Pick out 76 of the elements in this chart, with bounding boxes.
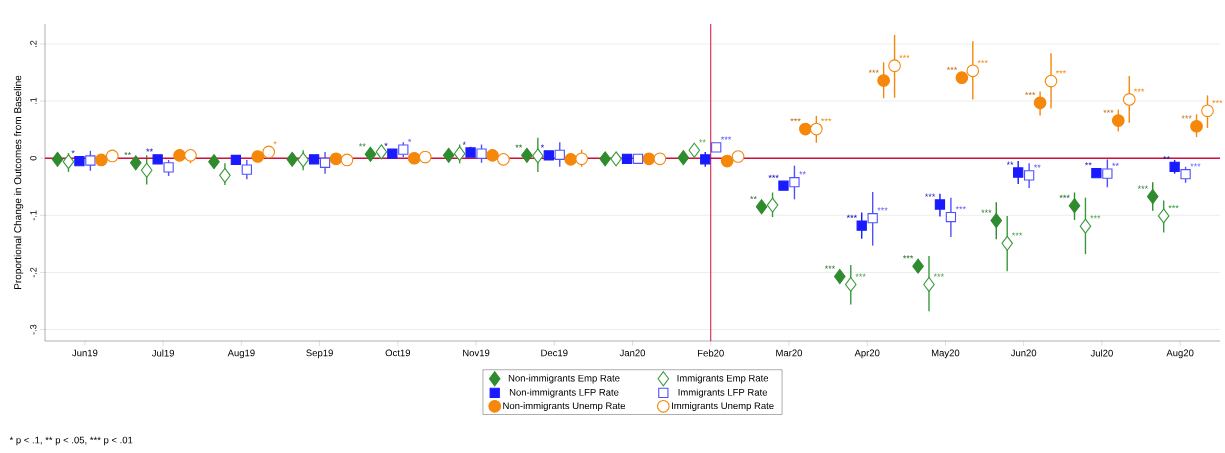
data-label: *** — [1134, 88, 1145, 92]
data-label: *** — [903, 255, 914, 259]
y-tick-label: -.2 — [30, 267, 37, 278]
data-label: *** — [855, 273, 866, 277]
data-label: *** — [768, 174, 779, 178]
data-label: *** — [981, 209, 992, 213]
data-label: *** — [955, 206, 966, 210]
data-label: ** — [1084, 162, 1092, 166]
text: * p < .1, ** p < .05, *** p < .01 — [9, 436, 133, 446]
data-label: *** — [899, 54, 910, 58]
y-tick-label: 0 — [30, 156, 37, 161]
data-label: * — [540, 144, 545, 148]
x-tick-label: Apr20 — [854, 349, 880, 359]
data-label: * — [273, 141, 277, 145]
x-tick-label: Jun20 — [1010, 349, 1037, 357]
data-label: *** — [720, 136, 732, 140]
data-label: * — [462, 141, 466, 145]
x-tick-label: Nov19 — [463, 349, 490, 357]
y-tick-label: -.3 — [30, 324, 37, 335]
data-label: ** — [699, 139, 706, 143]
y-axis-title: Proportional Change in Outcomes from Baseline — [13, 75, 24, 289]
data-label: ** — [358, 143, 366, 147]
x-tick-label: Oct19 — [385, 349, 411, 357]
data-label: *** — [1103, 109, 1114, 113]
y-tick-label: .2 — [30, 40, 37, 47]
data-label: ** — [750, 195, 757, 200]
x-tick-label: Aug19 — [227, 349, 255, 359]
data-label: ** — [1033, 164, 1041, 168]
data-label: * — [71, 150, 75, 154]
legend-label: Non-immigrants LFP Rate — [509, 388, 619, 398]
data-label: *** — [924, 193, 936, 197]
x-tick-label: Dec19 — [541, 349, 568, 357]
data-label: ** — [1163, 155, 1170, 160]
data-label: *** — [1212, 99, 1223, 104]
data-label: ** — [1112, 162, 1119, 166]
data-label: * — [384, 142, 388, 146]
data-label: *** — [1137, 185, 1148, 189]
data-label: *** — [1090, 215, 1101, 219]
data-label: *** — [1059, 194, 1070, 198]
data-label: *** — [790, 118, 801, 122]
legend-label: Non-immigrants Unemp Rate — [503, 402, 626, 411]
data-label: *** — [1190, 163, 1201, 167]
legend-label: Immigrants Emp Rate — [677, 374, 769, 384]
data-label: ** — [1006, 161, 1014, 165]
y-tick-label: -.1 — [30, 210, 37, 221]
x-tick-label: Jul20 — [1090, 349, 1113, 357]
x-tick-label: Sep19 — [306, 349, 333, 359]
data-label: ** — [146, 148, 153, 152]
data-label: *** — [846, 214, 857, 218]
data-label: ** — [799, 171, 806, 175]
data-label: ** — [515, 144, 523, 148]
data-label: *** — [824, 265, 836, 269]
data-label: *** — [868, 69, 879, 73]
legend-label: Immigrants LFP Rate — [678, 388, 768, 398]
x-tick-label: Jan20 — [619, 349, 646, 357]
data-label: *** — [1168, 205, 1179, 209]
x-tick-label: Mar20 — [776, 349, 803, 357]
data-label: *** — [946, 66, 958, 70]
data-label: *** — [1011, 232, 1023, 236]
data-label: *** — [977, 59, 988, 64]
data-label: *** — [877, 207, 888, 211]
x-tick-label: May20 — [931, 349, 960, 359]
data-label: * — [408, 138, 412, 142]
legend-label: Immigrants Unemp Rate — [672, 402, 774, 411]
x-tick-label: Jul19 — [151, 349, 175, 357]
data-label: *** — [821, 118, 832, 122]
y-tick-label: .1 — [30, 97, 37, 105]
x-tick-label: Aug20 — [1166, 349, 1194, 359]
x-tick-label: Feb20 — [698, 349, 724, 357]
data-label: *** — [1055, 70, 1066, 74]
legend-label: Non-immigrants Emp Rate — [508, 374, 620, 384]
x-tick-label: Jun19 — [72, 349, 98, 357]
data-label: ** — [124, 151, 131, 156]
data-label: *** — [1025, 91, 1036, 96]
data-label: *** — [933, 273, 944, 277]
data-label: *** — [1181, 115, 1192, 119]
